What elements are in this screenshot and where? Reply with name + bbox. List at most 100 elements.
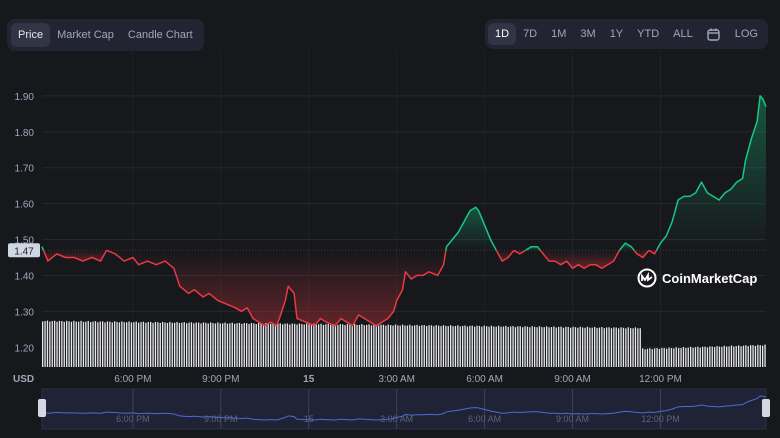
volume-bar [543,327,545,367]
volume-bar [702,346,704,367]
volume-bar [121,321,123,367]
watermark-text: CoinMarketCap [662,270,758,286]
volume-bar [118,322,121,367]
volume-bar [517,326,519,367]
volume-bar [632,328,634,367]
volume-bar [690,346,692,367]
navigator-tick-label: 15 [304,414,314,424]
volume-bar [210,322,212,367]
volume-bar [142,321,145,367]
y-tick-label: 1.90 [15,92,35,103]
range-1y[interactable]: 1Y [609,28,624,40]
tab-candle-chart[interactable]: Candle Chart [127,29,193,41]
range-1m[interactable]: 1M [551,28,567,40]
range-7d[interactable]: 7D [523,28,538,40]
volume-bar [634,327,637,367]
volume-bar [262,323,265,367]
price-line-down [539,249,621,270]
volume-bar [716,346,718,367]
volume-bar [406,325,409,367]
volume-bar [402,324,404,367]
volume-bar [310,324,313,367]
tab-market-cap[interactable]: Market Cap [57,29,114,41]
volume-bar [452,326,454,367]
navigator-ticks: 6:00 PM 9:00 PM 15 3:00 AM 6:00 AM 9:00 AM 12:… [116,389,680,429]
navigator-left-handle[interactable] [38,399,46,417]
volume-bar [524,326,526,367]
volume-bar [183,322,185,367]
tab-price[interactable]: Price [11,23,51,47]
range-ytd[interactable]: YTD [637,28,660,40]
grid-lines [42,50,766,367]
volume-bar [555,327,557,367]
x-axis-ticks: 6:00 PM 9:00 PM 15 3:00 AM 6:00 AM 9:00 AM 12:… [114,374,682,385]
volume-bar [99,321,101,367]
volume-bar [375,324,377,367]
volume-bar [296,324,298,367]
volume-bar [454,326,457,367]
volume-bar [680,348,682,367]
y-tick-label: 1.60 [15,200,35,211]
range-3m[interactable]: 3M [580,28,596,40]
volume-bar [224,322,226,367]
volume-bar [315,324,317,367]
navigator-tick-label: 3:00 AM [380,414,413,424]
x-tick-label: 3:00 AM [378,374,415,385]
volume-bar [735,346,737,367]
volume-bar [114,321,116,367]
volume-bar [255,323,257,367]
volume-bar [483,325,485,367]
volume-bar [409,324,411,367]
range-1d[interactable]: 1D [488,23,517,45]
calendar-button[interactable] [700,23,728,45]
volume-bar [147,321,149,367]
volume-bar [435,325,437,367]
volume-bar [565,326,567,367]
volume-bar [514,327,517,367]
volume-bar [318,324,320,367]
volume-bar [140,322,142,367]
volume-bar [529,327,531,367]
volume-bar [426,326,428,367]
volume-bar [334,324,337,367]
volume-bar [651,349,653,367]
coinmarketcap-logo-icon [637,268,657,288]
volume-bar [238,322,241,367]
navigator-tick-label: 9:00 PM [204,414,238,424]
volume-bar [370,325,373,367]
volume-bar [330,324,332,367]
price-line-down [633,249,650,259]
volume-bar [75,321,77,367]
navigator-right-handle[interactable] [762,399,770,417]
volume-bar [270,323,272,367]
volume-bar [598,327,601,367]
volume-bar [226,323,229,367]
volume-bar [394,324,397,367]
volume-bar [577,327,579,367]
range-all[interactable]: ALL [673,28,693,40]
volume-bar [584,327,586,367]
volume-bar [670,348,673,367]
log-scale-button[interactable]: LOG [734,28,758,40]
navigator-tick-label: 6:00 PM [116,414,150,424]
volume-bar [457,325,459,367]
volume-bar [169,321,171,367]
y-tick-label: 1.20 [15,343,35,354]
volume-bar [241,323,243,367]
volume-bar [742,345,745,367]
range-navigator[interactable]: 6:00 PM 9:00 PM 15 3:00 AM 6:00 AM 9:00 AM 12:… [38,388,770,430]
volume-bar [502,326,505,367]
volume-bar [308,324,310,367]
volume-bar [750,345,752,367]
volume-bar [42,321,44,367]
volume-bar [195,322,197,367]
volume-bar [704,346,706,367]
x-tick-label: 9:00 AM [554,374,591,385]
volume-bar [358,324,361,367]
volume-bar [274,324,277,367]
area-below-reference [513,250,526,254]
volume-bar [675,347,677,367]
volume-bar [289,324,291,367]
volume-bar [423,325,425,367]
